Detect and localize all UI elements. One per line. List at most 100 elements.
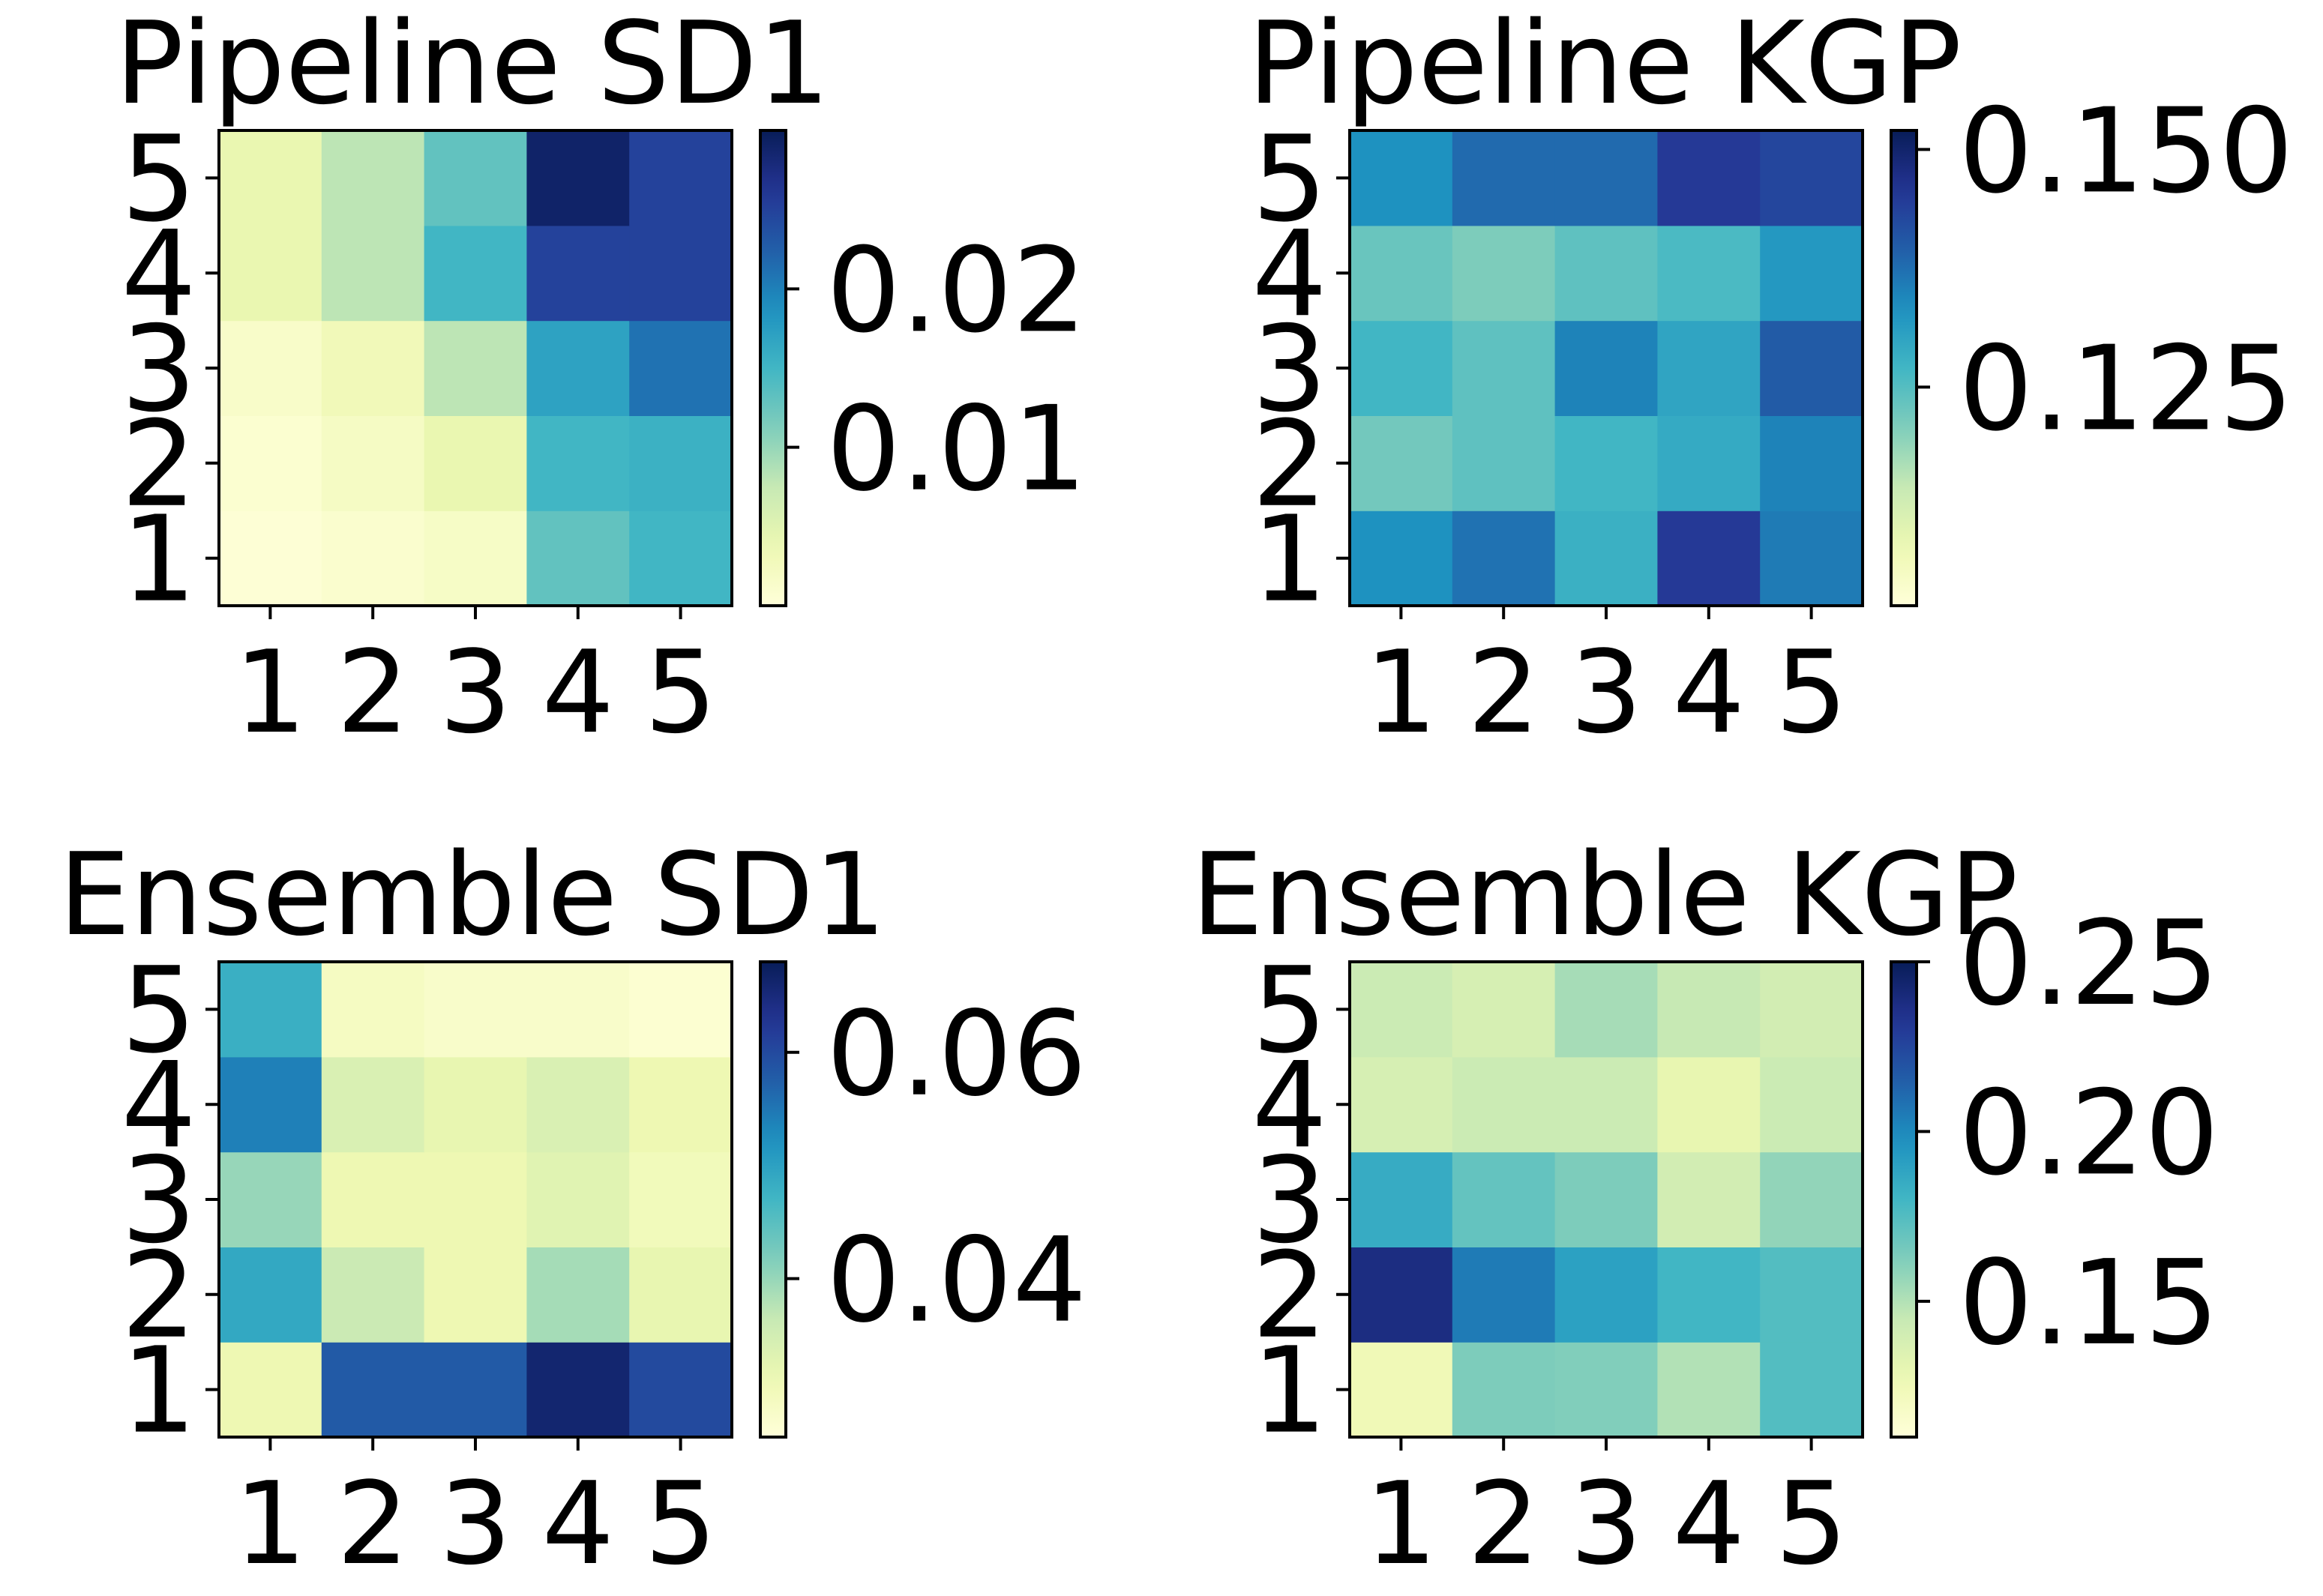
pipeline-sd1-cell-r4-c5 — [629, 225, 733, 322]
ensemble-sd1-colorbar-frame — [759, 960, 787, 1439]
pipeline-kgp-x-tick-label: 5 — [1775, 626, 1848, 759]
ensemble-kgp-colorbar-tick-label: 0.20 — [1959, 1064, 2219, 1201]
pipeline-sd1-colorbar-tick-label: 0.02 — [826, 222, 1087, 358]
pipeline-kgp-cell-r2-c5 — [1760, 415, 1863, 511]
pipeline-kgp-x-tick-label: 2 — [1467, 626, 1540, 759]
pipeline-sd1-y-tick-label: 1 — [121, 491, 196, 629]
pipeline-sd1-cell-r4-c4 — [526, 225, 630, 322]
ensemble-kgp-y-tick-label: 4 — [1251, 1037, 1327, 1175]
pipeline-sd1-y-tick-label: 3 — [121, 301, 196, 439]
ensemble-sd1-x-tick-label: 1 — [234, 1457, 307, 1590]
ensemble-sd1-cell-r5-c2 — [321, 962, 425, 1058]
ensemble-kgp-y-tick-label: 2 — [1251, 1227, 1327, 1365]
ensemble-kgp-cell-r5-c2 — [1452, 962, 1556, 1058]
pipeline-sd1-colorbar-frame — [759, 129, 787, 607]
ensemble-sd1-cell-r4-c1 — [219, 1056, 322, 1153]
pipeline-sd1-colorbar — [760, 130, 786, 606]
pipeline-sd1-y-tick-label: 2 — [121, 396, 196, 534]
pipeline-kgp-cell-r2-c4 — [1657, 415, 1761, 511]
ensemble-kgp-cell-r1-c3 — [1554, 1342, 1658, 1438]
pipeline-sd1-cell-r5-c4 — [526, 130, 630, 226]
pipeline-kgp-cell-r1-c5 — [1760, 511, 1863, 606]
ensemble-sd1-y-tick-label: 2 — [121, 1227, 196, 1365]
pipeline-sd1-cell-r3-c2 — [321, 320, 425, 416]
ensemble-sd1-cell-r1-c3 — [424, 1342, 527, 1438]
pipeline-sd1-y-tick-label: 5 — [121, 110, 196, 248]
pipeline-kgp-x-tick-label: 1 — [1365, 626, 1437, 759]
ensemble-kgp-x-tick-label: 4 — [1672, 1457, 1745, 1590]
pipeline-sd1-cell-r1-c1 — [219, 511, 322, 606]
pipeline-kgp-y-tick-label: 4 — [1251, 205, 1327, 343]
pipeline-kgp-colorbar-frame — [1890, 129, 1918, 607]
pipeline-sd1-cell-r2-c5 — [629, 415, 733, 511]
ensemble-kgp-colorbar-tick-label: 0.15 — [1959, 1235, 2219, 1371]
pipeline-sd1-cell-r3-c1 — [219, 320, 322, 416]
ensemble-kgp-x-tick-label: 1 — [1365, 1457, 1437, 1590]
ensemble-sd1-cell-r4-c3 — [424, 1056, 527, 1153]
pipeline-kgp-cell-r1-c1 — [1350, 511, 1453, 606]
ensemble-sd1-x-tick-label: 5 — [644, 1457, 717, 1590]
ensemble-sd1-cell-r1-c5 — [629, 1342, 733, 1438]
pipeline-kgp-cell-r4-c2 — [1452, 225, 1556, 322]
pipeline-kgp-cell-r1-c2 — [1452, 511, 1556, 606]
pipeline-kgp-colorbar — [1891, 130, 1917, 606]
pipeline-kgp-x-tick-label: 4 — [1672, 626, 1745, 759]
pipeline-sd1-cell-r1-c5 — [629, 511, 733, 606]
pipeline-kgp-cell-r2-c2 — [1452, 415, 1556, 511]
pipeline-kgp-y-tick-label: 3 — [1251, 301, 1327, 439]
ensemble-kgp-cell-r3-c1 — [1350, 1151, 1453, 1247]
ensemble-sd1-cell-r1-c2 — [321, 1342, 425, 1438]
ensemble-sd1-cell-r3-c3 — [424, 1151, 527, 1247]
ensemble-kgp-cell-r5-c1 — [1350, 962, 1453, 1058]
ensemble-sd1-x-tick-label: 3 — [439, 1457, 512, 1590]
pipeline-sd1-cell-r3-c3 — [424, 320, 527, 416]
pipeline-kgp-cell-r3-c2 — [1452, 320, 1556, 416]
pipeline-sd1-x-tick-label: 5 — [644, 626, 717, 759]
ensemble-sd1-title: Ensemble SD1 — [58, 828, 886, 961]
ensemble-sd1-cell-r1-c1 — [219, 1342, 322, 1438]
ensemble-sd1-y-tick-label: 5 — [121, 942, 196, 1079]
ensemble-sd1-cell-r2-c2 — [321, 1247, 425, 1343]
ensemble-kgp-colorbar — [1891, 962, 1917, 1437]
pipeline-kgp-y-tick-label: 5 — [1251, 110, 1327, 248]
pipeline-kgp-cell-r3-c1 — [1350, 320, 1453, 416]
ensemble-kgp-colorbar-frame — [1890, 960, 1918, 1439]
ensemble-kgp-x-tick-label: 2 — [1467, 1457, 1540, 1590]
pipeline-kgp-cell-r3-c5 — [1760, 320, 1863, 416]
pipeline-kgp-cell-r1-c4 — [1657, 511, 1761, 606]
ensemble-kgp-cell-r4-c3 — [1554, 1056, 1658, 1153]
ensemble-kgp-cell-r4-c5 — [1760, 1056, 1863, 1153]
ensemble-sd1-y-tick-label: 3 — [121, 1132, 196, 1270]
pipeline-sd1-colorbar-tick-label: 0.01 — [826, 381, 1087, 517]
ensemble-kgp-cell-r1-c2 — [1452, 1342, 1556, 1438]
ensemble-kgp-cell-r1-c5 — [1760, 1342, 1863, 1438]
ensemble-kgp-cell-r3-c3 — [1554, 1151, 1658, 1247]
ensemble-sd1-cell-r5-c1 — [219, 962, 322, 1058]
ensemble-sd1-colorbar — [760, 962, 786, 1437]
ensemble-sd1-x-tick-label: 4 — [541, 1457, 614, 1590]
ensemble-sd1-cell-r4-c2 — [321, 1056, 425, 1153]
pipeline-sd1-cell-r4-c3 — [424, 225, 527, 322]
pipeline-kgp-colorbar-tick-label: 0.150 — [1959, 82, 2294, 219]
pipeline-sd1-x-tick-label: 2 — [337, 626, 409, 759]
ensemble-kgp-cell-r2-c3 — [1554, 1247, 1658, 1343]
ensemble-kgp-cell-r2-c1 — [1350, 1247, 1453, 1343]
ensemble-sd1-cell-r3-c5 — [629, 1151, 733, 1247]
pipeline-kgp-cell-r3-c4 — [1657, 320, 1761, 416]
pipeline-sd1-cell-r3-c5 — [629, 320, 733, 416]
pipeline-kgp-cell-r5-c2 — [1452, 130, 1556, 226]
ensemble-kgp-cell-r5-c5 — [1760, 962, 1863, 1058]
pipeline-kgp-y-tick-label: 1 — [1251, 491, 1327, 629]
pipeline-sd1-cell-r1-c4 — [526, 511, 630, 606]
pipeline-kgp-cell-r5-c1 — [1350, 130, 1453, 226]
ensemble-kgp-cell-r2-c5 — [1760, 1247, 1863, 1343]
ensemble-sd1-cell-r5-c5 — [629, 962, 733, 1058]
pipeline-kgp-cell-r4-c5 — [1760, 225, 1863, 322]
ensemble-kgp-cell-r3-c2 — [1452, 1151, 1556, 1247]
pipeline-sd1-x-tick-label: 3 — [439, 626, 512, 759]
ensemble-sd1-cell-r4-c4 — [526, 1056, 630, 1153]
pipeline-kgp-cell-r4-c1 — [1350, 225, 1453, 322]
pipeline-kgp-cell-r3-c3 — [1554, 320, 1658, 416]
